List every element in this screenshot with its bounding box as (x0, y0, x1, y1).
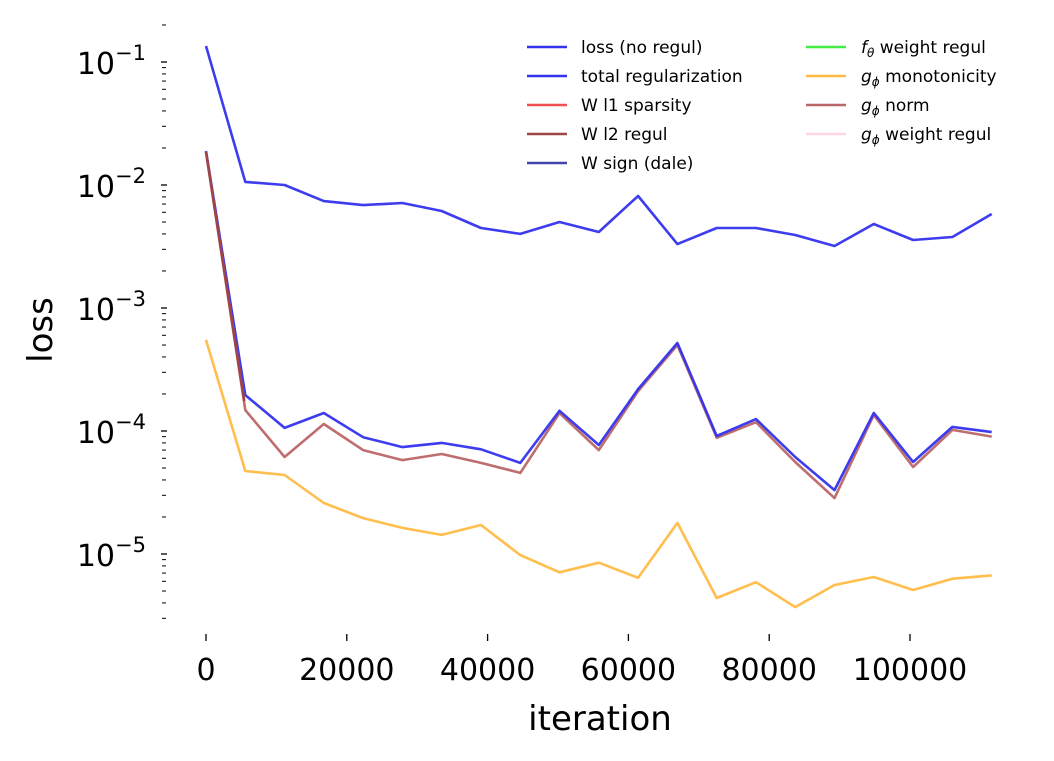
legend-item: loss (no regul) (527, 38, 702, 58)
legend-label: W l2 regul (581, 125, 668, 145)
legend-item: gϕ weight regul (806, 125, 991, 147)
legend-label: gϕ weight regul (861, 125, 991, 147)
series-line-0 (204, 45, 993, 248)
y-tick-label: 10−5 (77, 533, 146, 574)
x-tick-label: 40000 (440, 653, 535, 688)
legend-item: gϕ norm (806, 96, 930, 118)
y-axis-label: loss (21, 297, 61, 363)
y-tick-label: 10−4 (77, 410, 146, 451)
legend-item: gϕ monotonicity (806, 67, 997, 89)
x-tick-label: 100000 (853, 653, 968, 688)
x-tick-label: 80000 (721, 653, 816, 688)
legend-label: loss (no regul) (581, 38, 702, 58)
y-tick-label: 10−2 (77, 164, 146, 205)
legend-item: W sign (dale) (527, 154, 693, 174)
y-tick-label: 10−3 (77, 287, 146, 328)
legend-label: W sign (dale) (581, 154, 693, 174)
legend: loss (no regul) total regularization W l1 … (527, 38, 997, 174)
legend-label: W l1 sparsity (581, 96, 692, 116)
legend-item: fθ weight regul (806, 38, 986, 60)
legend-label: gϕ norm (861, 96, 930, 118)
x-tick-label: 20000 (299, 653, 394, 688)
x-tick-label: 60000 (581, 653, 676, 688)
y-tick-label: 10−1 (77, 41, 146, 82)
series-line-w-l2 (204, 151, 246, 402)
series-line-6 (204, 339, 992, 609)
legend-item: W l2 regul (527, 125, 668, 145)
x-tick-label: 0 (196, 653, 215, 688)
x-axis: 0 20000 40000 60000 80000 100000 (196, 634, 967, 688)
y-axis: 10−1 10−2 10−3 10−4 10−5 (77, 24, 167, 619)
plot-lines (204, 45, 993, 609)
legend-label: gϕ monotonicity (861, 67, 997, 89)
legend-label: total regularization (581, 67, 743, 87)
x-axis-label: iteration (528, 699, 672, 739)
legend-label: fθ weight regul (861, 38, 986, 60)
series-line-1 (204, 150, 992, 492)
series-line-7 (204, 151, 992, 500)
legend-item: W l1 sparsity (527, 96, 692, 116)
legend-item: total regularization (527, 67, 743, 87)
